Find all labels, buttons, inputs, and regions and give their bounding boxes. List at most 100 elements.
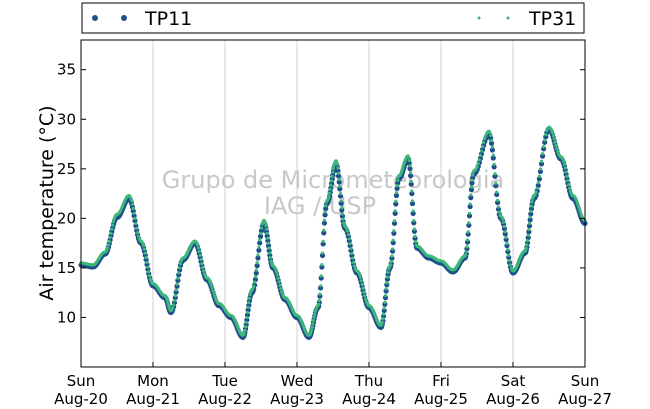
tp31-point (320, 263, 324, 267)
y-tick-label: 25 (57, 160, 76, 178)
tp31-point (468, 202, 472, 206)
tp31-point (526, 233, 530, 237)
tp31-point (134, 221, 138, 226)
gridlines (152, 40, 514, 367)
tp31-point (564, 170, 568, 174)
tp31-point (358, 275, 363, 280)
tp31-point (561, 159, 566, 163)
tp11-point (391, 220, 398, 226)
tp31-point (144, 256, 148, 260)
tp31-point (351, 260, 356, 265)
tp31-point (480, 144, 485, 149)
tp31-point (347, 237, 351, 241)
tp31-point (245, 315, 249, 320)
x-tick-label-day: Fri (432, 372, 450, 390)
tp31-point (129, 198, 134, 203)
tp31-point (469, 193, 473, 197)
tp31-point (483, 137, 487, 141)
tp31-point (276, 276, 280, 280)
tp31-point (533, 193, 537, 197)
tp11-point (493, 183, 499, 189)
tp31-point (352, 264, 357, 268)
tp31-point (105, 246, 110, 250)
tp31-point (210, 286, 214, 290)
tp31-point (527, 227, 531, 232)
tp11-point (541, 146, 547, 152)
tp11-point (256, 247, 262, 253)
tp11-point (254, 263, 260, 269)
tp31-point (145, 260, 149, 265)
tp31-point (501, 217, 505, 221)
tp31-point (490, 145, 495, 149)
tp31-point (200, 261, 204, 266)
tp31-point (331, 166, 336, 170)
tp31-point (141, 244, 146, 248)
tp31-point (506, 248, 510, 252)
tp11-point (527, 217, 533, 223)
x-tick-label-day: Sat (501, 372, 526, 390)
tp31-point (345, 226, 349, 231)
tp31-point (107, 239, 111, 243)
tp31-point (566, 178, 570, 183)
tp31-point (394, 191, 399, 195)
legend: TP11 TP31 (81, 2, 585, 34)
tp11-point (411, 220, 417, 226)
tp31-point (264, 223, 268, 227)
tp31-point (244, 320, 248, 324)
tp31-point (275, 273, 279, 277)
y-tick-label: 10 (57, 308, 76, 326)
tp31-point (530, 200, 534, 204)
legend-label-tp11: TP11 (144, 8, 192, 30)
tp11-point (492, 173, 498, 179)
tp31-point (562, 162, 567, 166)
tp31-point (539, 159, 544, 163)
tp31-point (108, 235, 112, 240)
tp31-point (396, 178, 400, 182)
tp11-point (468, 195, 474, 201)
tp31-point (467, 221, 471, 225)
tp31-point (273, 267, 278, 271)
tp31-point (552, 137, 556, 141)
tp31-point (199, 257, 203, 262)
tp11-point (491, 164, 497, 170)
legend-marker-tp11-b (121, 15, 127, 21)
tp31-point (323, 210, 327, 214)
tp31-point (567, 183, 571, 187)
tp11-point (538, 161, 545, 167)
tp31-point (176, 276, 180, 281)
tp31-point (527, 221, 532, 225)
tp11-point (467, 203, 473, 210)
tp31-point (253, 275, 258, 279)
tp31-point (488, 130, 492, 134)
tp31-point (242, 331, 246, 335)
y-tick-label: 20 (57, 209, 76, 227)
tp11-point (257, 233, 264, 239)
tp31-point (129, 196, 133, 200)
tp11-point (466, 222, 472, 228)
tp31-point (407, 158, 411, 163)
legend-marker-tp11-a (92, 15, 98, 21)
tp11-point (339, 207, 345, 213)
tp31-point (251, 287, 255, 291)
tp31-point (177, 271, 181, 275)
tp31-point (544, 133, 548, 137)
tp31-point (493, 172, 497, 176)
tp11-point (488, 140, 495, 146)
tp31-point (256, 253, 260, 257)
tp31-point (136, 234, 141, 238)
tp31-point (497, 210, 501, 214)
tp31-point (111, 219, 116, 224)
tp31-point (476, 161, 480, 165)
tp31-point (338, 191, 343, 196)
tp31-point (339, 199, 343, 203)
tp31-point (390, 254, 394, 258)
tp31-point (386, 270, 390, 275)
tp31-point (545, 128, 549, 133)
x-tick-label-day: Tue (211, 372, 238, 390)
tp31-point (477, 157, 481, 162)
tp31-point (147, 270, 151, 274)
tp31-point (390, 247, 395, 251)
x-tick-label-day: Sun (67, 372, 96, 390)
tp31-point (111, 223, 115, 227)
tp11-point (526, 223, 533, 229)
